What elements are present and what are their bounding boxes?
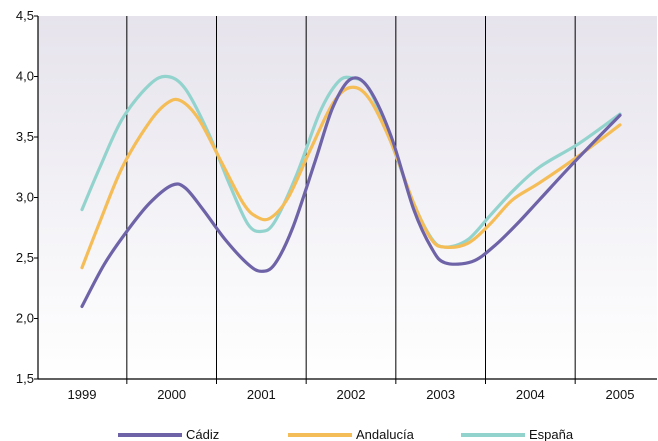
plot-area (38, 16, 657, 379)
series-line-2 (80, 74, 622, 249)
x-tick-label-1: 2000 (157, 387, 186, 402)
series-line-1 (80, 85, 622, 270)
y-tick-label-2: 2,5 (16, 250, 34, 265)
x-tick-label-2: 2001 (247, 387, 276, 402)
y-tick-label-0: 1,5 (16, 371, 34, 386)
legend: Cádiz Andalucía España (118, 427, 574, 441)
x-tick-label-4: 2003 (426, 387, 455, 402)
legend-label-2: España (529, 427, 574, 441)
y-tick-label-1: 2,0 (16, 311, 34, 326)
series-lines (80, 74, 622, 308)
series-line-0 (80, 76, 622, 308)
vertical-gridlines (126, 16, 576, 379)
x-tick-label-3: 2002 (337, 387, 366, 402)
x-tick-label-5: 2004 (516, 387, 545, 402)
x-axis-ticks: 1999 2000 2001 2002 2003 2004 2005 (68, 379, 635, 402)
legend-label-1: Andalucía (356, 427, 415, 441)
x-tick-label-6: 2005 (606, 387, 635, 402)
x-tick-label-0: 1999 (68, 387, 97, 402)
y-tick-label-6: 4,5 (16, 8, 34, 23)
y-tick-label-4: 3,5 (16, 129, 34, 144)
y-axis-ticks: 1,5 2,0 2,5 3,0 3,5 4,0 4,5 (16, 8, 38, 386)
legend-label-0: Cádiz (186, 427, 219, 441)
y-tick-label-3: 3,0 (16, 190, 34, 205)
y-tick-label-5: 4,0 (16, 69, 34, 84)
